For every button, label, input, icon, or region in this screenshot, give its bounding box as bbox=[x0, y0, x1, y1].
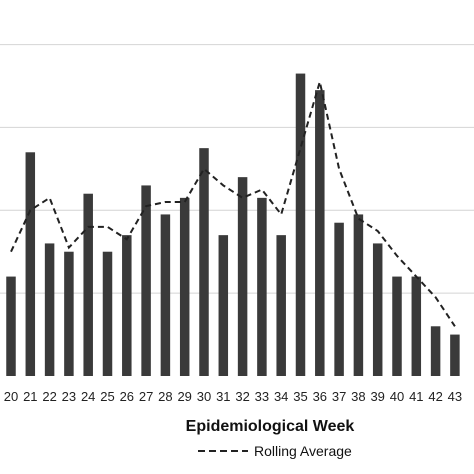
x-tick-label: 36 bbox=[313, 389, 327, 404]
x-tick-label: 21 bbox=[23, 389, 37, 404]
bar-week-36 bbox=[315, 90, 325, 377]
bar-week-25 bbox=[102, 251, 113, 376]
bar-week-24 bbox=[83, 193, 93, 376]
x-tick-label: 22 bbox=[42, 389, 56, 404]
bar-week-32 bbox=[237, 177, 248, 376]
rolling-average-series bbox=[10, 81, 456, 327]
bar-week-23 bbox=[64, 251, 74, 376]
bar-week-30 bbox=[199, 148, 209, 376]
x-tick-label: 31 bbox=[216, 389, 230, 404]
x-tick-label: 29 bbox=[177, 389, 191, 404]
bar-week-34 bbox=[276, 235, 286, 376]
x-tick-label: 41 bbox=[409, 389, 423, 404]
bar-week-41 bbox=[411, 276, 422, 376]
bar-week-43 bbox=[450, 334, 460, 376]
bar-week-39 bbox=[372, 243, 383, 376]
x-tick-label: 39 bbox=[370, 389, 384, 404]
x-tick-label: 30 bbox=[197, 389, 211, 404]
x-tick-label: 24 bbox=[81, 389, 95, 404]
bar-week-40 bbox=[392, 276, 402, 376]
x-tick-label: 38 bbox=[351, 389, 365, 404]
x-tick-label: 37 bbox=[332, 389, 346, 404]
x-tick-label: 34 bbox=[274, 389, 288, 404]
x-tick-label: 27 bbox=[139, 389, 153, 404]
bar-week-42 bbox=[430, 326, 441, 376]
rolling-average-line bbox=[10, 81, 456, 327]
bar-week-37 bbox=[334, 222, 344, 376]
legend: Rolling Average bbox=[198, 443, 352, 459]
bar-week-35 bbox=[295, 73, 306, 377]
bar-week-33 bbox=[257, 197, 267, 376]
x-tick-label: 32 bbox=[235, 389, 249, 404]
x-tick-label: 40 bbox=[390, 389, 404, 404]
bar-week-21 bbox=[25, 152, 36, 376]
bar-week-28 bbox=[160, 214, 171, 376]
x-tick-label: 20 bbox=[4, 389, 18, 404]
bar-week-20 bbox=[6, 276, 16, 376]
x-tick-labels: 20 21 22 23 24 25 26 27 28 29 30 31 32 33 34 35 36 37 38 39… bbox=[4, 389, 462, 404]
x-tick-label: 28 bbox=[158, 389, 172, 404]
legend-label-rolling-average: Rolling Average bbox=[254, 443, 352, 459]
x-tick-label: 42 bbox=[428, 389, 442, 404]
x-tick-label: 26 bbox=[120, 389, 134, 404]
bar-week-22 bbox=[44, 243, 55, 376]
x-tick-label: 33 bbox=[255, 389, 269, 404]
x-tick-label: 35 bbox=[293, 389, 307, 404]
x-tick-label: 25 bbox=[100, 389, 114, 404]
x-tick-label: 43 bbox=[448, 389, 462, 404]
bar-series bbox=[6, 73, 460, 377]
bar-week-38 bbox=[353, 214, 364, 376]
bar-week-29 bbox=[179, 197, 190, 376]
bar-week-31 bbox=[218, 235, 229, 376]
x-tick-label: 23 bbox=[62, 389, 76, 404]
bar-week-26 bbox=[122, 235, 132, 376]
x-axis-title: Epidemiological Week bbox=[186, 418, 355, 435]
bar-week-27 bbox=[141, 185, 151, 376]
